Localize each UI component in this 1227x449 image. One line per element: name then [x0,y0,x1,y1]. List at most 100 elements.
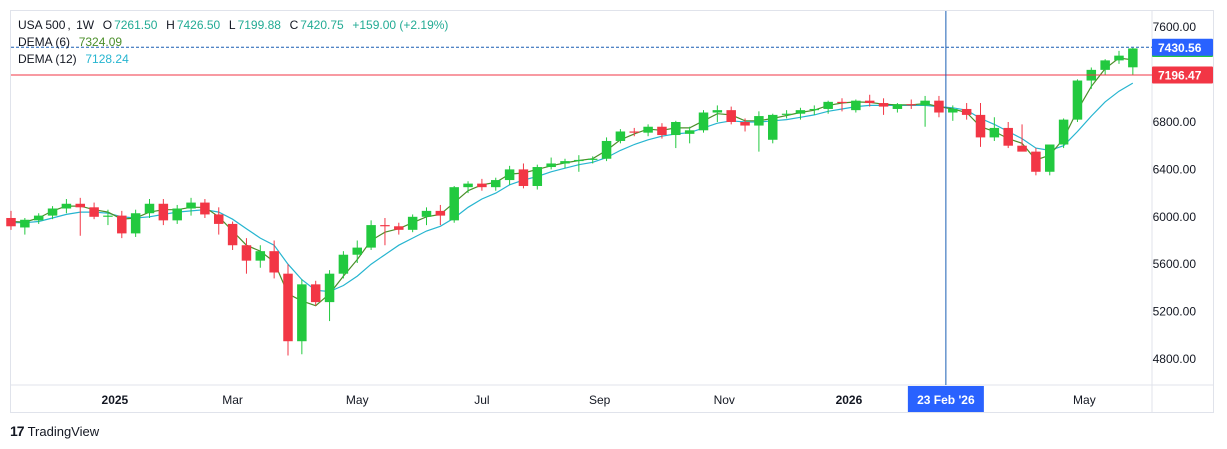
tradingview-logo[interactable]: 17 TradingView [10,423,99,439]
dema12-label: DEMA (12) [18,52,77,66]
dema6-legend[interactable]: DEMA (6) 7324.09 [18,34,124,50]
candle-body [366,225,376,248]
candle-body [989,127,1000,138]
candle-body [948,108,958,113]
crosshair-time-label: 23 Feb '26 [907,386,984,412]
candle [851,99,861,113]
candle-body [89,207,99,217]
candle [227,221,238,250]
candle [186,197,196,216]
candle [698,110,709,133]
high-value: 7426.50 [176,18,221,32]
candle [380,217,390,246]
candle [948,105,958,121]
candle-body [1128,48,1138,68]
candle-body [532,167,543,186]
candle [837,98,847,112]
close-label: C [289,18,299,32]
candle [504,165,515,185]
candle-body [629,131,639,133]
candle [740,118,750,132]
candle [864,94,875,107]
candle-body [297,284,307,342]
candle-body [657,126,667,136]
candle-body [740,122,750,126]
candle-body [477,183,487,188]
candle-body [643,126,653,133]
high-label: H [166,18,175,32]
x-tick-label: 2025 [102,393,129,407]
candle-body [781,113,792,115]
candle [20,217,30,235]
candle [75,197,85,236]
candle [920,95,930,127]
y-tick-label: 6400.00 [1153,162,1197,176]
candle-body [103,215,113,217]
candle [1031,148,1041,176]
candle [1017,124,1027,152]
open-value: 7261.50 [114,18,158,32]
candle [449,185,459,223]
candle [754,111,764,152]
x-tick-label: 2026 [836,393,863,407]
candle-layer [6,47,1138,356]
candle-body [75,203,85,208]
candle-body [574,159,584,162]
candle [89,202,99,220]
candle-body [504,169,515,181]
candle [214,207,224,235]
x-tick-label: Nov [714,393,735,407]
candle [1114,50,1124,64]
overlay-layer [11,11,1152,385]
candle [394,222,404,235]
candle [6,210,16,230]
candle [768,113,778,144]
candle-body [33,215,44,221]
candle [574,155,584,172]
candle-body [546,163,556,168]
candle-body [130,213,141,234]
candle-body [1058,119,1069,145]
candle-body [47,208,58,216]
candle [61,199,72,214]
candle [615,129,626,144]
candle [671,120,681,149]
y-tick-label: 5600.00 [1153,257,1197,271]
candle-body [851,100,861,111]
candle-body [186,202,196,209]
crosshair-time-label-text: 23 Feb '26 [917,393,975,407]
interval: 1W [76,18,95,32]
candle [435,204,446,226]
candle [532,164,543,190]
candle-body [768,114,778,140]
candle [989,117,1000,141]
candle [324,270,335,322]
candle [795,107,806,120]
x-tick-label: May [346,393,369,407]
red-line-price-label: 7196.47 [1152,66,1213,84]
candle-body [310,284,321,303]
candle [934,95,944,118]
candle [310,280,321,306]
candle-body [227,223,238,246]
candle [241,238,252,274]
candle [726,106,736,125]
candle-body [407,216,418,230]
candle [47,206,58,220]
dema6-layer [10,57,1133,307]
open-label: O [102,18,113,32]
candle [117,210,127,239]
candle [352,240,362,264]
candle [200,199,210,218]
candle [421,207,432,226]
candle-body [1017,145,1027,152]
ohlc-legend: USA 500, 1W O 7261.50 H 7426.50 L 7199.88 C… [18,18,449,32]
candle [172,204,182,224]
dema12-legend[interactable]: DEMA (12) 7128.24 [18,51,131,67]
candle-body [1100,60,1110,70]
candle-body [795,110,806,114]
candle-body [684,130,695,134]
candle [657,123,667,139]
candle-body [338,254,349,274]
